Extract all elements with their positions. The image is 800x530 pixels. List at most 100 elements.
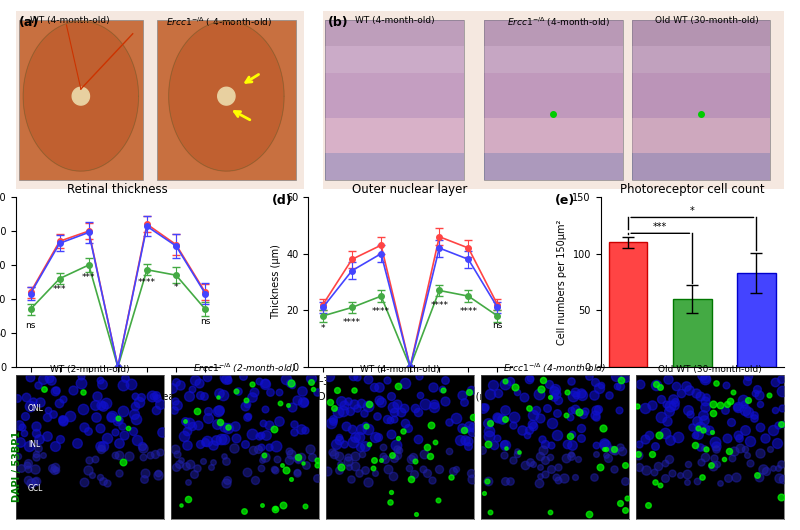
Point [189,376,202,384]
Point [22,459,34,467]
Point [775,460,788,468]
Point [181,427,194,435]
Point [574,434,587,443]
Point [380,376,393,385]
Point [385,392,398,400]
Point [741,377,754,385]
Point [544,464,557,473]
Point [310,387,323,396]
Point [481,476,494,485]
Point [220,456,233,465]
Point [602,454,614,462]
Point [511,447,524,455]
Point [633,440,646,449]
Point [447,467,460,475]
Point [591,405,604,413]
Polygon shape [23,21,138,171]
Point [40,412,53,421]
Point [547,393,560,401]
Point [41,431,54,440]
Point [311,456,324,464]
Point [551,476,564,484]
Point [219,479,232,487]
Point [338,401,350,410]
Point [210,420,223,428]
Point [113,439,126,447]
Point [15,464,28,472]
Text: GCL: GCL [28,483,43,492]
Point [527,411,540,419]
Point [66,386,79,394]
Point [333,433,346,441]
Point [544,453,557,461]
Point [170,449,183,458]
Point [650,381,662,390]
Point [390,450,403,459]
Point [482,440,494,448]
Point [264,388,277,396]
Point [748,413,761,422]
Point [497,451,510,460]
Point [576,410,589,419]
Point [686,422,698,431]
Point [279,466,292,474]
Point [589,411,602,420]
Point [599,441,612,449]
Text: ****: **** [343,318,361,327]
Bar [484,20,622,180]
Point [506,456,519,464]
Point [412,408,425,416]
Point [367,383,380,392]
Point [482,419,494,428]
Point [156,427,169,436]
Polygon shape [169,21,284,171]
Point [100,399,113,407]
Point [96,477,109,485]
Point [13,421,26,430]
Point [710,460,723,469]
Point [649,441,662,450]
Legend: WT (4-month-old), $Ercc1^{-/\Delta}$(4-month-old), Old WT (30-month-old): WT (4-month-old), $Ercc1^{-/\Delta}$(4-m… [798,201,800,250]
Point [523,375,536,383]
Point [328,403,341,412]
Point [237,372,250,381]
Point [387,454,400,462]
Point [363,440,376,448]
Point [681,478,694,486]
Point [222,375,234,384]
Point [362,478,374,486]
Point [342,453,354,462]
Point [10,394,23,403]
Point [154,399,166,408]
Point [738,400,750,408]
Point [270,455,283,464]
Point [118,374,131,382]
Text: (a): (a) [19,16,39,29]
Point [534,452,546,461]
Point [523,458,536,466]
Point [348,385,361,394]
Point [566,441,578,449]
Point [698,453,711,461]
Point [769,406,782,414]
Point [384,416,397,424]
Text: *: * [321,324,325,333]
Point [167,406,180,414]
Point [632,450,645,458]
Point [564,431,577,440]
Point [590,412,602,421]
Point [450,413,462,422]
Point [355,398,368,407]
Point [368,456,381,465]
Point [168,396,181,405]
Point [414,391,426,400]
Point [551,463,564,471]
Point [29,477,42,485]
Point [242,412,254,421]
Point [30,449,42,458]
Point [290,469,303,477]
Point [279,375,292,384]
Point [774,420,787,428]
Point [498,477,511,485]
Bar [632,20,770,46]
